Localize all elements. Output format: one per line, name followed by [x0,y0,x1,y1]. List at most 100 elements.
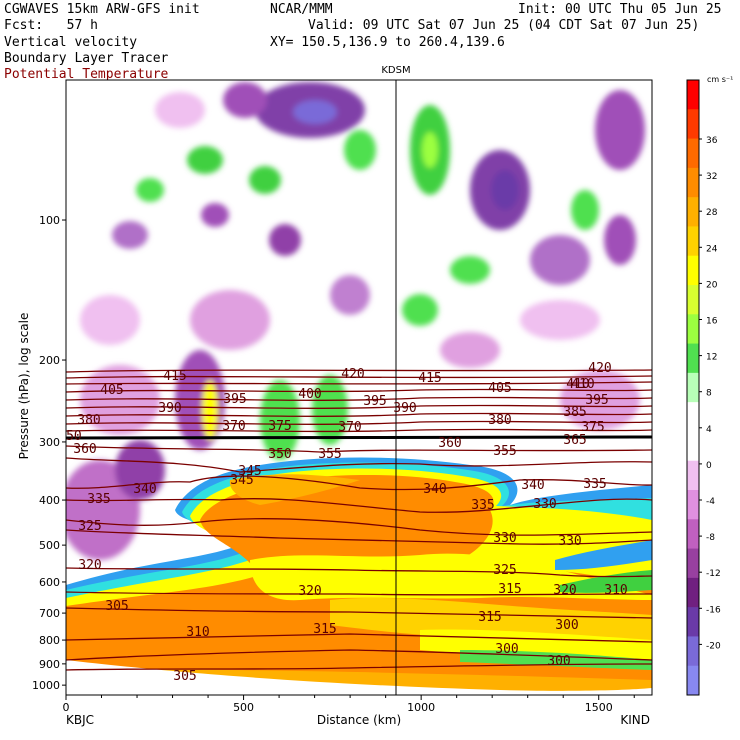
field-potential-temperature: Potential Temperature [4,67,169,82]
theta-label: 325 [78,519,101,534]
theta-label: 340 [423,482,446,497]
colorbar-label: 20 [706,280,718,290]
right-endpoint-label: KIND [620,713,650,727]
y-axis-title: Pressure (hPa), log scale [17,313,31,460]
theta-label: 300 [495,642,518,657]
theta-label: 370 [222,419,245,434]
theta-label: 320 [553,583,576,598]
theta-label: 365 [563,433,586,448]
x-axis-title: Distance (km) [317,713,401,727]
theta-label: 415 [163,369,186,384]
field-boundary-layer-tracer: Boundary Layer Tracer [4,51,169,66]
theta-label: 345 [230,473,253,488]
y-tick-label: 800 [39,634,60,647]
x-tick-label: 500 [233,701,254,714]
colorbar-swatch [687,372,699,403]
colorbar-label: -4 [706,497,715,507]
theta-label: 330 [558,534,581,549]
upper-wave-pattern [66,82,645,560]
y-tick-label: 400 [39,494,60,507]
theta-label: 350 [268,447,291,462]
colorbar-unit: cm s⁻¹ [707,75,733,84]
theta-label: 315 [498,582,521,597]
colorbar-swatch [687,167,699,198]
y-tick-label: 600 [39,576,60,589]
theta-label: 310 [604,583,627,598]
boundary-layer-plume [66,457,652,695]
theta-label: 360 [438,436,461,451]
y-tick-label: 900 [39,658,60,671]
theta-label: 385 [563,405,586,420]
y-tick-label: 700 [39,607,60,620]
org-label: NCAR/MMM [270,2,333,17]
colorbar-swatch [687,607,699,637]
forecast-hour: Fcst: 57 h [4,18,98,33]
plot-frame [65,79,653,696]
colorbar-label: 8 [706,389,712,399]
theta-label: 405 [100,383,123,398]
colorbar-swatch [687,255,699,286]
theta-label: 325 [493,563,516,578]
colorbar-swatch [687,577,699,608]
theta-label: 315 [313,622,336,637]
theta-label: 395 [223,392,246,407]
x-tick-label: 1000 [407,701,435,714]
theta-label: 335 [583,477,606,492]
field-vertical-velocity: Vertical velocity [4,35,138,50]
colorbar-label: -20 [706,641,721,651]
colorbar: 36 32 28 24 20 16 12 8 4 0 -4 -8 -12 -16 -20 [686,79,721,696]
theta-label: 380 [488,413,511,428]
colorbar-swatch [687,197,699,227]
colorbar-frame [686,79,700,696]
colorbar-label: 36 [706,136,718,146]
theta-label: 315 [478,610,501,625]
theta-label: 345 [238,464,261,479]
colorbar-swatch [687,314,699,345]
theta-label: 355 [318,447,341,462]
theta-label: 335 [87,492,110,507]
y-tick-label: 200 [39,354,60,367]
colorbar-label: 32 [706,172,717,182]
theta-label: 390 [158,401,181,416]
theta-label: 390 [393,401,416,416]
theta-label: 335 [471,498,494,513]
colorbar-label: 16 [706,317,718,327]
y-axis: 100 200 300 400 500 600 700 800 900 1000 [32,214,66,692]
colorbar-swatch [687,285,699,315]
model-label: CGWAVES 15km ARW-GFS init [4,2,200,17]
left-endpoint-label: KBJC [66,713,94,727]
theta-label: 355 [493,444,516,459]
theta-label: 360 [73,442,96,457]
colorbar-label: 12 [706,353,717,363]
theta-label: 380 [77,413,100,428]
theta-contour-lines [66,369,652,671]
theta-label: 400 [298,387,321,402]
colorbar-label: -8 [706,533,715,543]
theta-label: 395 [363,394,386,409]
x-axis: 0 500 1000 1500 [63,695,635,714]
theta-label: 305 [105,599,128,614]
x-tick-label: 0 [63,701,70,714]
x-tick-label: 1500 [585,701,613,714]
theta-label: 420 [341,367,364,382]
y-tick-label: 300 [39,436,60,449]
colorbar-swatch [687,343,699,374]
valid-time: Valid: 09 UTC Sat 07 Jun 25 (04 CDT Sat … [308,18,700,33]
colorbar-swatch [687,138,699,169]
init-time: Init: 00 UTC Thu 05 Jun 25 [518,2,722,17]
y-tick-label: 500 [39,539,60,552]
colorbar-label: 28 [706,208,718,218]
theta-label: 410 [566,377,589,392]
colorbar-label: 24 [706,244,718,254]
colorbar-swatch [687,665,699,696]
theta-label: 420 [588,361,611,376]
colorbar-swatch [687,402,699,432]
theta-label: 305 [173,669,196,684]
theta-label: 410 [571,377,594,392]
colorbar-swatch [687,519,699,550]
colorbar-swatch [687,226,699,257]
theta-label: 340 [521,478,544,493]
